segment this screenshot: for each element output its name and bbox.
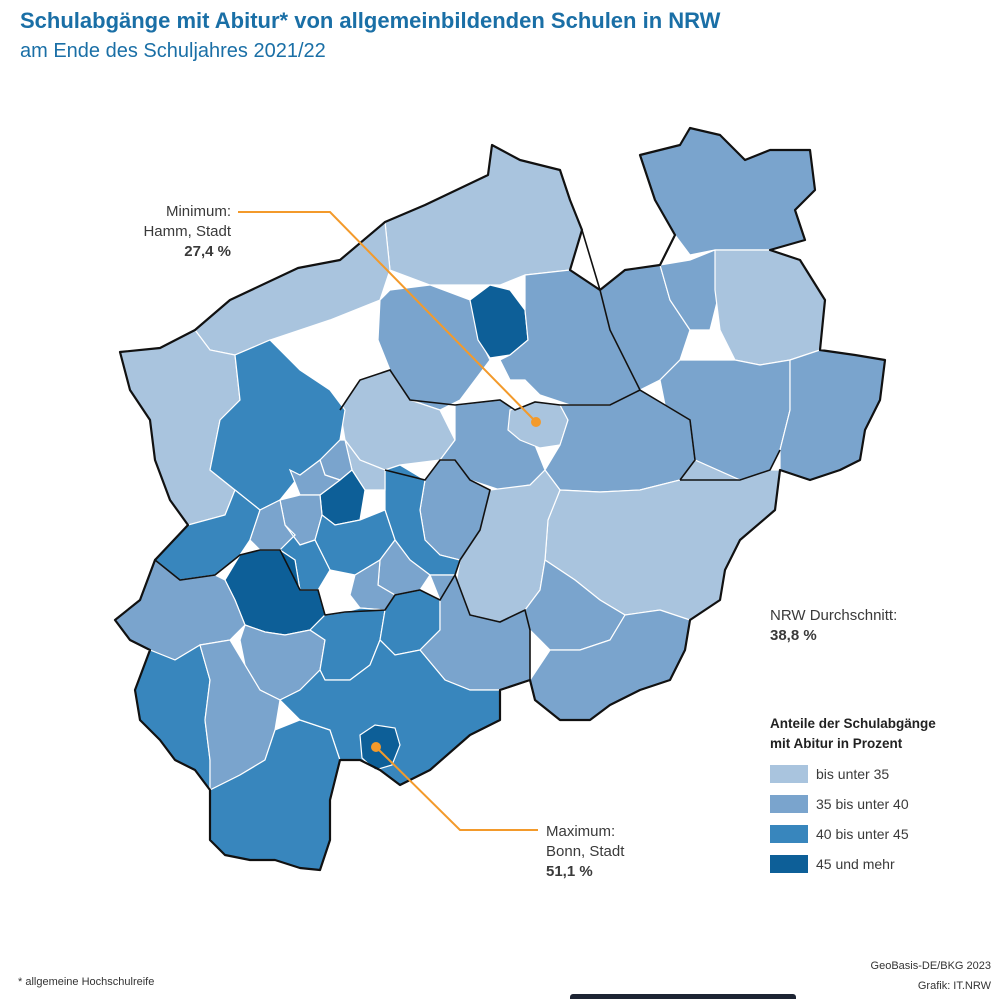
legend-item: 35 bis unter 40 <box>770 794 980 814</box>
legend-label: bis unter 35 <box>816 766 890 782</box>
maximum-name: Bonn, Stadt <box>546 843 625 860</box>
maximum-label: Maximum: <box>546 823 616 840</box>
region-border-arnsberg-detmold <box>680 449 781 481</box>
region-border-muenster-detmold <box>581 229 696 481</box>
legend-label: 45 und mehr <box>816 856 895 872</box>
footnote: * allgemeine Hochschulreife <box>18 976 155 988</box>
minimum-name: Hamm, Stadt <box>143 223 231 240</box>
source-credit: GeoBasis-DE/BKG 2023 Grafik: IT.NRW <box>871 956 991 996</box>
region-border-duesseldorf-koeln <box>114 549 456 621</box>
district-hoexter[interactable] <box>779 349 886 481</box>
legend: Anteile der Schulabgänge mit Abitur in P… <box>770 714 980 874</box>
average-label: NRW Durchschnitt: <box>770 607 898 624</box>
district-aachen[interactable] <box>134 644 211 792</box>
callout-line-minimum <box>238 211 537 423</box>
minimum-label: Minimum: <box>165 203 231 220</box>
source-line1: GeoBasis-DE/BKG 2023 <box>870 960 991 972</box>
source-line2: Grafik: IT.NRW <box>917 980 991 992</box>
maximum-annotation: Maximum: Bonn, Stadt 51,1 % <box>546 822 624 882</box>
minimum-value: 27,4 % <box>184 243 231 260</box>
region-border-muenster-arnsberg <box>339 369 641 411</box>
district-coesfeld[interactable] <box>377 284 491 411</box>
chart-title: Schulabgänge mit Abitur* von allgemeinbi… <box>20 8 721 33</box>
minimum-annotation: Minimum: Hamm, Stadt 27,4 % <box>143 202 231 262</box>
average-annotation: NRW Durchschnitt: 38,8 % <box>770 606 897 646</box>
districts <box>114 127 886 871</box>
district-lippe[interactable] <box>714 249 826 366</box>
legend-swatch <box>770 765 808 783</box>
legend-item: bis unter 35 <box>770 764 980 784</box>
average-value: 38,8 % <box>770 627 817 644</box>
nrw-border <box>113 126 887 872</box>
legend-title-line2: mit Abitur in Prozent <box>770 736 903 751</box>
legend-swatch <box>770 855 808 873</box>
legend-swatch <box>770 795 808 813</box>
callout-dot-maximum <box>371 742 381 752</box>
legend-title: Anteile der Schulabgänge mit Abitur in P… <box>770 714 980 754</box>
callout-line-maximum <box>375 746 538 831</box>
district-minden-luebbecke[interactable] <box>639 127 816 256</box>
legend-label: 40 bis unter 45 <box>816 826 909 842</box>
legend-swatch <box>770 825 808 843</box>
legend-item: 40 bis unter 45 <box>770 824 980 844</box>
legend-label: 35 bis unter 40 <box>816 796 909 812</box>
legend-title-line1: Anteile der Schulabgänge <box>770 716 936 731</box>
region-border-duesseldorf-arnsberg <box>384 459 491 576</box>
maximum-value: 51,1 % <box>546 863 593 880</box>
chart-subtitle: am Ende des Schuljahres 2021/22 <box>20 40 326 62</box>
district-bielefeld[interactable] <box>659 249 721 331</box>
legend-items: bis unter 35 35 bis unter 40 40 bis unte… <box>770 764 980 874</box>
district-mettmann[interactable] <box>314 509 396 576</box>
legend-item: 45 und mehr <box>770 854 980 874</box>
district-steinfurt[interactable] <box>384 144 583 286</box>
callout-dot-minimum <box>531 417 541 427</box>
bottom-bar <box>570 994 796 999</box>
